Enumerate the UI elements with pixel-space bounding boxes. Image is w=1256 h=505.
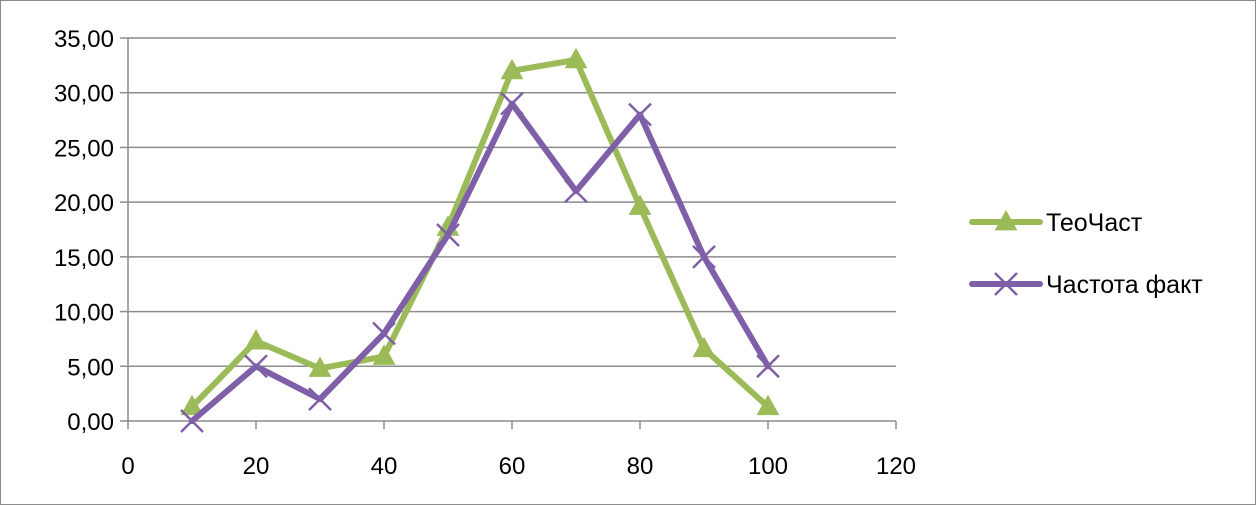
x-marker-stroke (308, 387, 332, 411)
legend-item-teochast: ТеоЧаст (969, 209, 1143, 237)
data-point-x (244, 354, 268, 379)
legend-label: Частота факт (1046, 271, 1203, 299)
x-tick-label: 120 (876, 453, 916, 480)
data-point-triangle (692, 336, 716, 358)
data-point-triangle (756, 394, 780, 416)
data-point-x (756, 354, 780, 379)
data-point-x (372, 321, 396, 346)
series-line-chastota-fakt (189, 100, 771, 424)
legend-label: ТеоЧаст (1046, 209, 1143, 237)
data-point-x (628, 102, 652, 127)
legend-item-chastota-fakt: Частота факт (969, 271, 1203, 299)
data-point-x (692, 244, 716, 269)
data-point-x (308, 387, 332, 411)
data-point-x (180, 409, 204, 433)
y-axis-tick-labels: 0,00 5,00 10,00 15,00 20,00 25,00 30,00 35,00 (54, 26, 114, 436)
gridlines (128, 37, 896, 368)
series-chastota-fakt (180, 91, 780, 433)
y-tick-label: 35,00 (54, 26, 114, 53)
data-point-triangle (372, 344, 396, 365)
data-point-triangle (308, 356, 332, 377)
x-tick-label: 0 (121, 453, 134, 480)
x-marker-stroke (628, 102, 652, 127)
x-marker-stroke (436, 223, 460, 247)
y-tick-label: 10,00 (54, 300, 114, 327)
x-marker-stroke (244, 354, 268, 379)
y-tick-label: 25,00 (54, 135, 114, 162)
legend: ТеоЧаст Частота факт (969, 209, 1203, 299)
legend-x-icon (994, 272, 1018, 296)
x-marker-stroke (372, 321, 396, 346)
x-marker-stroke (756, 354, 780, 379)
x-tick-label: 20 (243, 453, 270, 480)
data-point-triangle (244, 329, 268, 350)
plot-series (180, 47, 780, 433)
data-point-triangle (564, 47, 588, 69)
x-tick-label: 100 (748, 453, 788, 480)
data-point-triangle (500, 58, 524, 80)
data-point-triangle (628, 194, 652, 215)
y-tick-label: 0,00 (67, 409, 114, 436)
data-point-x (500, 91, 524, 116)
y-tick-label: 5,00 (67, 354, 114, 381)
y-tick-label: 15,00 (54, 245, 114, 272)
x-marker-stroke (564, 179, 588, 204)
x-axis-tick-labels: 0 20 40 60 80 100 120 (121, 453, 916, 480)
data-point-x (564, 179, 588, 204)
x-marker-stroke (180, 409, 204, 433)
series-teochast (180, 47, 780, 416)
x-marker-stroke (994, 272, 1018, 296)
x-tick-label: 80 (627, 453, 654, 480)
x-tick-label: 60 (499, 453, 526, 480)
x-tick-label: 40 (371, 453, 398, 480)
y-tick-label: 20,00 (54, 190, 114, 217)
y-tick-label: 30,00 (54, 81, 114, 108)
data-point-triangle (180, 394, 204, 416)
axes (120, 37, 897, 429)
series-line-teochast (189, 56, 771, 410)
data-point-x (436, 223, 460, 247)
x-marker-stroke (500, 91, 524, 116)
legend-triangle-icon (994, 210, 1018, 231)
x-marker-stroke (692, 244, 716, 269)
